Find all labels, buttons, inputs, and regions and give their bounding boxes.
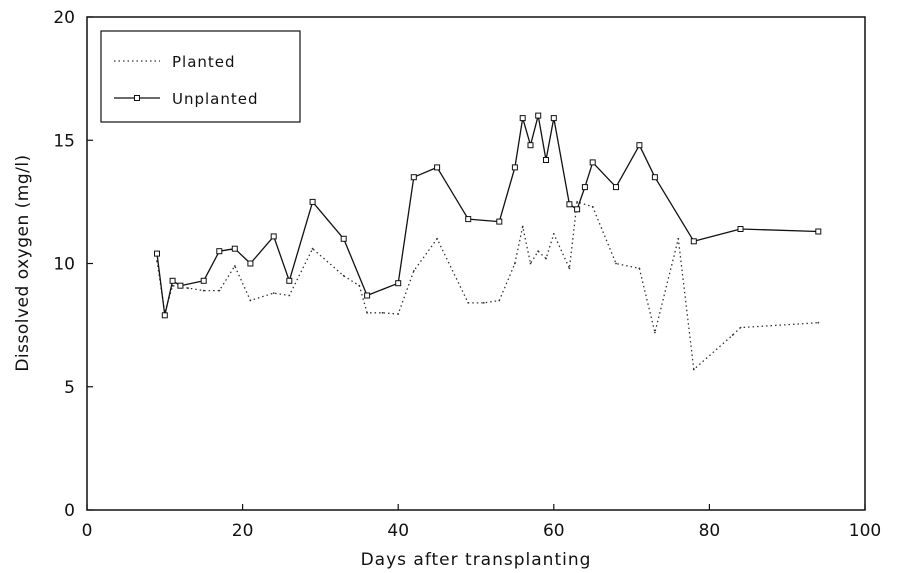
unplanted-data-point <box>216 248 223 255</box>
legend: Planted Unplanted <box>100 30 301 123</box>
planted-data-point <box>412 270 415 272</box>
planted-data-point <box>202 289 205 292</box>
planted-data-point <box>545 257 547 260</box>
unplanted-data-point <box>169 277 176 284</box>
planted-data-point <box>817 321 820 324</box>
planted-data-point <box>187 287 190 289</box>
unplanted-data-point <box>550 115 557 122</box>
unplanted-series-line <box>156 114 819 316</box>
unplanted-data-point <box>309 198 316 205</box>
unplanted-data-point <box>340 235 347 242</box>
x-axis-label: Days after transplanting <box>361 550 592 570</box>
unplanted-data-point <box>200 277 207 284</box>
planted-series-line <box>156 201 819 371</box>
legend-unplanted-label: Unplanted <box>172 90 259 108</box>
planted-data-point <box>692 368 695 371</box>
unplanted-data-point <box>270 233 277 240</box>
unplanted-data-point <box>581 184 588 191</box>
planted-data-point <box>552 233 555 235</box>
y-tick-label: 15 <box>53 131 75 151</box>
x-tick-label: 0 <box>82 521 93 541</box>
y-tick-label: 0 <box>64 501 75 521</box>
x-tick-label: 100 <box>849 521 881 541</box>
legend-planted-label: Planted <box>172 53 236 71</box>
unplanted-data-point <box>651 174 658 181</box>
planted-data-point <box>654 331 656 334</box>
planted-data-point <box>381 311 384 314</box>
unplanted-data-point <box>690 238 697 245</box>
unplanted-data-point <box>815 228 822 235</box>
legend-unplanted-marker <box>134 95 140 101</box>
planted-data-point <box>482 302 485 304</box>
planted-data-point <box>537 250 540 253</box>
unplanted-data-point <box>434 164 441 171</box>
unplanted-data-point <box>527 142 534 149</box>
planted-data-point <box>591 205 594 208</box>
planted-data-point <box>677 237 680 240</box>
y-tick-label: 5 <box>64 378 75 398</box>
planted-data-point <box>521 225 524 228</box>
x-tick-label: 40 <box>387 521 409 541</box>
planted-data-point <box>366 311 368 314</box>
planted-data-point <box>358 284 361 287</box>
y-tick-label: 20 <box>53 8 75 28</box>
unplanted-data-point <box>636 142 643 149</box>
planted-data-point <box>311 247 314 250</box>
planted-data-point <box>249 299 252 302</box>
planted-data-point <box>233 265 236 267</box>
planted-data-point <box>467 302 470 304</box>
x-tick-label: 80 <box>699 521 721 541</box>
unplanted-data-point <box>519 115 526 122</box>
unplanted-data-point <box>535 112 542 119</box>
unplanted-data-point <box>496 218 503 225</box>
y-axis-label: Dissolved oxygen (mg/l) <box>13 154 33 371</box>
unplanted-data-point <box>613 184 619 191</box>
planted-data-point <box>615 262 617 265</box>
unplanted-data-point <box>465 216 472 223</box>
unplanted-data-point <box>511 164 518 171</box>
planted-data-point <box>272 292 275 294</box>
planted-data-point <box>218 289 221 292</box>
unplanted-data-point <box>177 282 184 289</box>
planted-data-point <box>638 267 641 270</box>
planted-data-point <box>568 267 571 270</box>
unplanted-data-point <box>154 250 160 257</box>
unplanted-data-point <box>543 157 549 163</box>
planted-data-point <box>436 237 438 240</box>
unplanted-data-point <box>574 206 581 213</box>
series-layer <box>154 112 822 371</box>
x-tick-label: 20 <box>232 521 254 541</box>
planted-data-point <box>498 299 501 302</box>
y-tick-label: 10 <box>53 255 75 275</box>
unplanted-data-point <box>247 260 254 267</box>
unplanted-data-point <box>410 174 417 181</box>
planted-data-point <box>731 334 734 336</box>
unplanted-data-point <box>395 280 402 287</box>
x-axis: 0 20 40 60 80 100 <box>82 504 881 541</box>
planted-data-point <box>342 274 345 277</box>
unplanted-data-point <box>231 245 238 252</box>
planted-data-point <box>739 326 742 329</box>
legend-box <box>100 30 301 123</box>
planted-data-point <box>514 262 516 265</box>
x-tick-label: 60 <box>543 521 565 541</box>
unplanted-data-point <box>737 226 744 232</box>
unplanted-data-point <box>364 292 371 299</box>
planted-data-point <box>288 294 291 297</box>
unplanted-data-point <box>589 159 596 166</box>
unplanted-data-point <box>566 201 573 208</box>
y-axis: 0 5 10 15 20 <box>53 8 93 521</box>
planted-data-point <box>529 262 532 265</box>
unplanted-data-point <box>286 277 293 284</box>
planted-data-point <box>397 313 400 315</box>
planted-data-point <box>576 201 578 203</box>
unplanted-data-point <box>161 312 168 319</box>
